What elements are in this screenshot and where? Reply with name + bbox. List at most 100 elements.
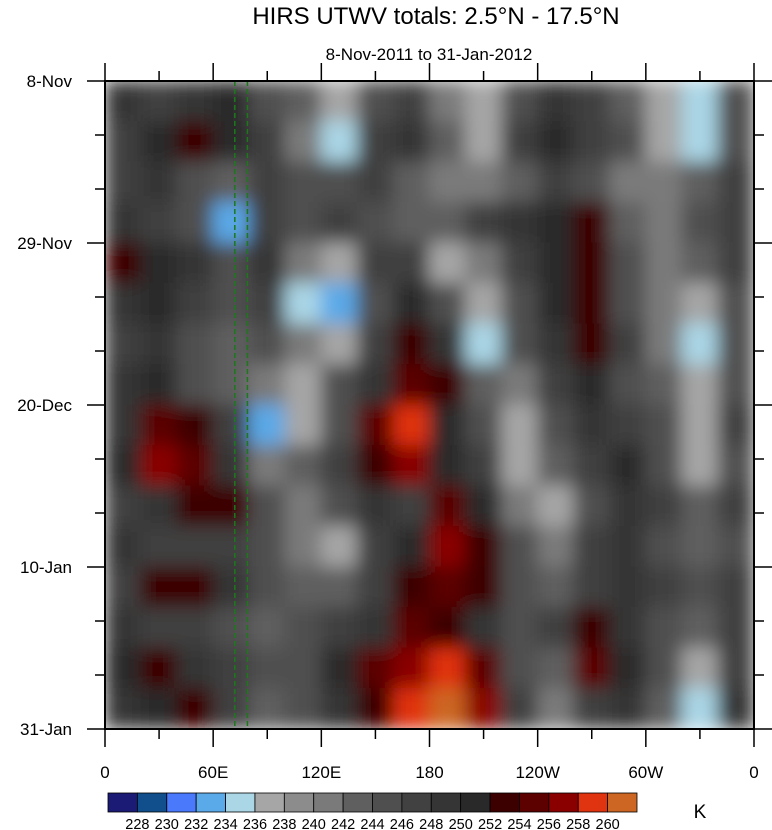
heatmap-cell (573, 566, 611, 608)
heatmap-cell (573, 283, 611, 325)
heatmap-cell (609, 647, 647, 689)
heatmap-cell (537, 242, 575, 284)
heatmap-cell (356, 161, 394, 203)
heatmap-cell (320, 647, 358, 689)
heatmap-cell (609, 81, 647, 122)
colorbar-swatch (401, 792, 432, 813)
heatmap-cell (717, 323, 754, 365)
heatmap-cell (681, 283, 719, 325)
heatmap-cell (645, 566, 683, 608)
colorbar-label: 236 (243, 817, 267, 830)
heatmap-cell (609, 688, 647, 729)
heatmap-cell (501, 404, 539, 446)
heatmap-cell (429, 607, 467, 649)
heatmap-cell (537, 161, 575, 203)
heatmap-cell (681, 607, 719, 649)
heatmap-cell (176, 526, 214, 568)
heatmap-cell (501, 242, 539, 284)
heatmap-cell (105, 323, 142, 365)
heatmap-cell (248, 364, 286, 406)
heatmap-cell (140, 647, 178, 689)
heatmap-cell (356, 121, 394, 163)
colorbar-swatch (283, 792, 315, 813)
heatmap-cell (248, 526, 286, 568)
heatmap-cell (573, 323, 611, 365)
heatmap-cell (284, 647, 322, 689)
heatmap-cell (465, 364, 503, 406)
heatmap-cell (212, 485, 250, 527)
heatmap-cell (105, 161, 142, 203)
colorbar-swatch (460, 792, 491, 813)
heatmap-cell (429, 485, 467, 527)
heatmap-cell (284, 161, 322, 203)
heatmap-cell (681, 81, 719, 122)
heatmap-cell (212, 404, 250, 446)
heatmap-cell (645, 323, 683, 365)
heatmap-cell (717, 647, 754, 689)
colorbar: 228 230 232 234 236 238 240 242 244 246 248 250 252 2… (107, 792, 638, 830)
heatmap-cell (392, 526, 430, 568)
heatmap-cell (392, 445, 430, 487)
heatmap-cell (212, 607, 250, 649)
heatmap-cell (501, 202, 539, 244)
heatmap-cell (717, 566, 754, 608)
axis-ticks (87, 63, 772, 747)
heatmap-cell (717, 121, 754, 163)
x-tick-label: 180 (415, 763, 443, 782)
heatmap-cell (356, 404, 394, 446)
heatmap-cell (320, 404, 358, 446)
heatmap-cell (392, 202, 430, 244)
heatmap-cell (429, 688, 467, 729)
x-axis-labels: 0 60E 120E 180 120W 60W 0 (100, 763, 758, 782)
heatmap-cell (248, 688, 286, 729)
heatmap-cell (717, 485, 754, 527)
heatmap-cell (140, 364, 178, 406)
heatmap-cell (320, 364, 358, 406)
heatmap-cell (717, 283, 754, 325)
colorbar-units: K (694, 802, 707, 823)
heatmap-cell (537, 526, 575, 568)
heatmap-cell (356, 202, 394, 244)
heatmap-cell (465, 404, 503, 446)
heatmap-cell (717, 607, 754, 649)
heatmap-cell (356, 283, 394, 325)
heatmap-cell (105, 445, 142, 487)
heatmap-cell (681, 445, 719, 487)
colorbar-swatch (225, 792, 256, 813)
heatmap-cell (284, 607, 322, 649)
heatmap-cell (176, 566, 214, 608)
heatmap-cell (140, 607, 178, 649)
colorbar-swatch (136, 792, 168, 813)
heatmap-cell (645, 121, 683, 163)
heatmap-cell (356, 242, 394, 284)
heatmap-cell (609, 202, 647, 244)
heatmap-cell (212, 202, 250, 244)
heatmap-cell (176, 283, 214, 325)
heatmap-cell (105, 526, 142, 568)
heatmap-cell (537, 81, 575, 122)
heatmap-cell (573, 688, 611, 729)
heatmap-cell (717, 364, 754, 406)
heatmap-cell (501, 81, 539, 122)
heatmap-cell (320, 202, 358, 244)
heatmap-cell (501, 323, 539, 365)
heatmap-cell (392, 688, 430, 729)
heatmap-cell (681, 323, 719, 365)
heatmap-cell (537, 323, 575, 365)
heatmap-cell (609, 526, 647, 568)
heatmap-cell (537, 404, 575, 446)
heatmap-cell (392, 161, 430, 203)
heatmap-cell (645, 485, 683, 527)
heatmap-cell (501, 445, 539, 487)
heatmap-cell (140, 283, 178, 325)
heatmap-cell (356, 445, 394, 487)
heatmap-cell (248, 647, 286, 689)
heatmap-cell (573, 161, 611, 203)
colorbar-label: 242 (331, 817, 355, 830)
heatmap-cell (429, 81, 467, 122)
x-tick-label: 0 (749, 763, 758, 782)
heatmap-cell (140, 121, 178, 163)
heatmap-cell (681, 566, 719, 608)
heatmap-cell (645, 404, 683, 446)
heatmap-cell (284, 242, 322, 284)
